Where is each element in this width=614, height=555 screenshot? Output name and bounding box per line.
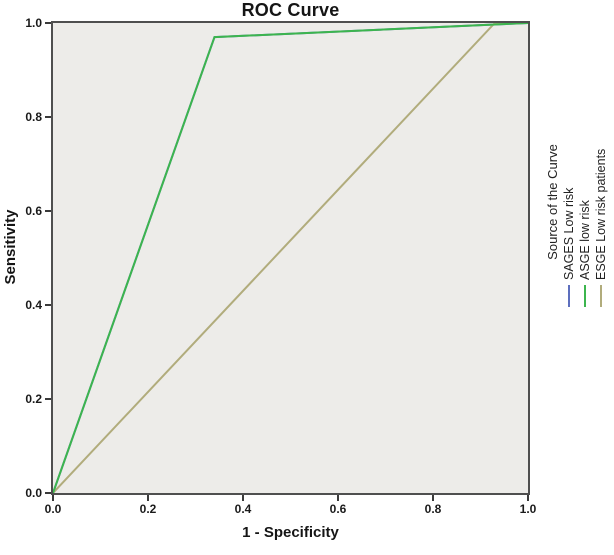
x-tick-label: 0.6 <box>329 502 347 516</box>
legend-item-label: SAGES Low risk <box>562 187 576 280</box>
legend: Source of the Curve SAGES Low risk ASGE … <box>545 97 609 307</box>
x-tick-label: 0.4 <box>234 502 252 516</box>
x-axis-label: 1 - Specificity <box>242 524 339 541</box>
y-tick <box>45 116 51 118</box>
legend-item-esge: ESGE Low risk patients <box>593 97 609 307</box>
x-tick <box>527 495 529 501</box>
y-tick-label: 0.6 <box>25 204 42 218</box>
esge-line-swatch-icon <box>600 285 602 307</box>
roc-svg <box>53 23 528 493</box>
y-tick <box>45 492 51 494</box>
roc-line-sages-low-risk <box>53 23 528 493</box>
x-tick-label: 0.2 <box>139 502 157 516</box>
x-tick <box>242 495 244 501</box>
y-tick <box>45 398 51 400</box>
legend-item-label: ASGE low risk <box>578 200 592 280</box>
sages-line-swatch-icon <box>568 285 570 307</box>
y-tick-label: 1.0 <box>25 16 42 30</box>
x-tick-label: 1.0 <box>519 502 537 516</box>
x-tick-label: 0.8 <box>424 502 442 516</box>
x-tick <box>147 495 149 501</box>
roc-line-esge-low-risk-patients <box>53 23 528 493</box>
chart-title: ROC Curve <box>241 0 340 20</box>
x-tick <box>337 495 339 501</box>
x-tick <box>52 495 54 501</box>
y-tick <box>45 210 51 212</box>
y-tick-label: 0.2 <box>25 392 42 406</box>
plot-area <box>51 21 530 495</box>
x-tick-label: 0.0 <box>44 502 62 516</box>
y-tick-label: 0.4 <box>25 298 42 312</box>
legend-item-label: ESGE Low risk patients <box>594 148 608 280</box>
y-tick <box>45 22 51 24</box>
legend-title: Source of the Curve <box>545 144 560 260</box>
legend-item-asge: ASGE low risk <box>577 97 593 307</box>
roc-line-asge-low-risk <box>53 23 528 493</box>
x-tick <box>432 495 434 501</box>
y-tick-label: 0.0 <box>25 486 42 500</box>
y-tick-label: 0.8 <box>25 110 42 124</box>
legend-item-sages: SAGES Low risk <box>561 97 577 307</box>
y-tick <box>45 304 51 306</box>
y-axis-label: Sensitivity <box>2 209 19 285</box>
asge-line-swatch-icon <box>584 285 586 307</box>
